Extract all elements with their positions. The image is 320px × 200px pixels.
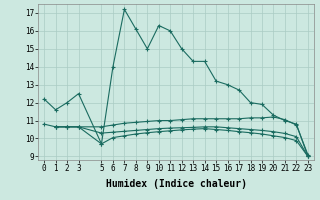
X-axis label: Humidex (Indice chaleur): Humidex (Indice chaleur) — [106, 179, 246, 189]
